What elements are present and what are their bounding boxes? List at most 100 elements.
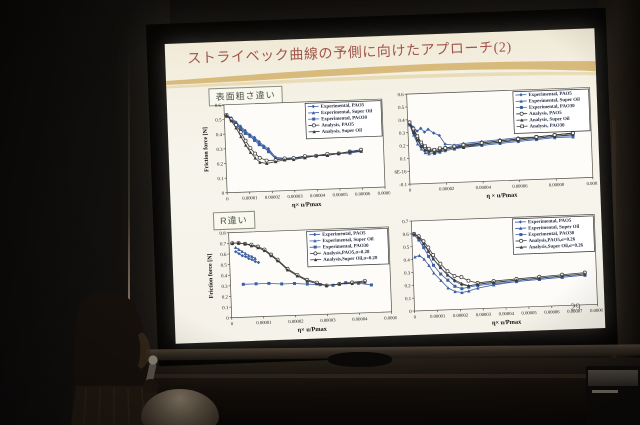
x-axis: 0 0.00002 0.00004 0.00006 0.00008 0.0001 η × u… xyxy=(409,177,600,200)
svg-text:0: 0 xyxy=(414,315,417,320)
y-axis: 0 0.1 0.2 0.3 0.4 0.5 0.6 0.7 0.8 Friction force … xyxy=(207,232,232,322)
svg-text:0: 0 xyxy=(409,310,412,315)
series-Analysis,Super Oil,σ=0.28 xyxy=(230,241,367,288)
svg-text:0.00003: 0.00003 xyxy=(476,313,492,319)
svg-text:0.6: 0.6 xyxy=(403,233,410,238)
legend-entry: Analysis, PAO30 xyxy=(530,123,566,129)
svg-text:0.6: 0.6 xyxy=(215,104,222,109)
svg-text:0: 0 xyxy=(231,322,234,327)
legend-entry: Experimental, PAO5 xyxy=(322,231,366,238)
svg-text:0: 0 xyxy=(409,189,412,194)
svg-text:0.00002: 0.00002 xyxy=(265,195,281,201)
svg-text:0.00007: 0.00007 xyxy=(378,191,391,197)
x-axis: 0 0.00001 0.00002 0.00003 0.00004 0.00005 0.00… xyxy=(226,186,394,209)
series-Analysis, PAO30 xyxy=(407,120,575,152)
x-axis-label: η × u/Pmax xyxy=(486,192,518,200)
presenter-face xyxy=(138,332,151,369)
title-swoosh-decoration xyxy=(166,61,597,89)
svg-text:0.00005: 0.00005 xyxy=(521,311,537,317)
presenter xyxy=(71,292,161,425)
svg-text:0.3: 0.3 xyxy=(221,285,228,290)
svg-text:0.6: 0.6 xyxy=(220,253,227,258)
svg-text:0.7: 0.7 xyxy=(402,220,409,225)
wall-corner-highlight xyxy=(128,50,130,350)
svg-text:0.3: 0.3 xyxy=(404,271,411,276)
desk-edge xyxy=(150,374,640,378)
y-axis-label: Friction force [N] xyxy=(203,127,211,172)
svg-text:0.00003: 0.00003 xyxy=(320,318,336,324)
svg-text:0.00008: 0.00008 xyxy=(590,308,603,314)
x-axis: 0 0.00001 0.00002 0.00003 0.00004 0.00005 η× u… xyxy=(231,311,400,334)
svg-text:0: 0 xyxy=(226,317,229,322)
svg-text:0.00001: 0.00001 xyxy=(430,314,446,320)
equipment-console xyxy=(586,366,640,425)
svg-text:0.00004: 0.00004 xyxy=(476,186,492,192)
svg-text:0: 0 xyxy=(222,192,225,197)
series-Analysis,PAO5,σ=0.26 xyxy=(412,231,587,285)
svg-text:0.2: 0.2 xyxy=(404,284,411,289)
svg-text:0.00006: 0.00006 xyxy=(544,310,560,316)
legend-entry: Analysis,PAO5,σ=0.28 xyxy=(323,250,370,257)
svg-text:0.2: 0.2 xyxy=(399,144,406,149)
legend-entry: Experimental, PAO30 xyxy=(528,231,575,238)
presentation-slide: ストライベック曲線の予側に向けたアプローチ(2) 表面粗さ違い R違い 0 0.1… xyxy=(164,28,606,344)
stribeck-chart-bottom-right: 0 0.1 0.2 0.3 0.4 0.5 0.6 0.7 0 0.00001 0.00002 0.0… xyxy=(391,211,606,331)
svg-text:0.5: 0.5 xyxy=(403,246,410,251)
legend-entry: Experimental, PAO5 xyxy=(528,92,572,99)
svg-text:0.1: 0.1 xyxy=(400,157,407,162)
presenter-shirt xyxy=(71,386,160,425)
stribeck-chart-top-left: 0 0.1 0.2 0.3 0.4 0.5 0.6 Friction force [N] 0 0.… xyxy=(199,96,394,213)
legend-entry: Analysis,PAO5,σ=0.26 xyxy=(529,237,576,244)
svg-text:0.00005: 0.00005 xyxy=(384,316,397,322)
svg-text:0.00002: 0.00002 xyxy=(288,320,304,326)
legend-entry: Analysis, PAO5 xyxy=(529,111,562,117)
y-axis: 0 0.1 0.2 0.3 0.4 0.5 0.6 Friction force [N] xyxy=(203,104,228,197)
x-axis-label: η× u/Pmax xyxy=(297,326,327,334)
svg-text:0.00007: 0.00007 xyxy=(567,309,583,315)
svg-text:0.00006: 0.00006 xyxy=(512,184,528,190)
legend-entry: Analysis, Super Oil xyxy=(322,128,363,134)
svg-text:0.8: 0.8 xyxy=(219,232,226,237)
stribeck-chart-bottom-left: 0 0.1 0.2 0.3 0.4 0.5 0.6 0.7 0.8 Friction force … xyxy=(204,224,400,338)
svg-text:0.2: 0.2 xyxy=(222,295,229,300)
series-Experimental, PAO5 xyxy=(234,249,261,265)
svg-text:0.2: 0.2 xyxy=(217,162,224,167)
svg-text:0.3: 0.3 xyxy=(399,132,406,137)
svg-text:0.00003: 0.00003 xyxy=(287,195,303,201)
chart-svg-top-left: 0 0.1 0.2 0.3 0.4 0.5 0.6 Friction force [N] 0 0.… xyxy=(203,98,394,209)
svg-text:0.4: 0.4 xyxy=(216,133,223,138)
svg-text:0.3: 0.3 xyxy=(216,148,223,153)
svg-text:0.00006: 0.00006 xyxy=(355,192,371,198)
equipment-top-panel xyxy=(588,370,638,386)
series-Experimental, Super Oil xyxy=(233,245,257,260)
svg-text:6E-16: 6E-16 xyxy=(394,170,407,175)
svg-text:0.7: 0.7 xyxy=(220,242,227,247)
x-axis-label: η× u/Pmax xyxy=(292,201,322,209)
svg-text:0.1: 0.1 xyxy=(222,306,229,311)
legend-entry: Analysis, PAO5 xyxy=(321,122,354,128)
legend-entry: Analysis,Super Oil,σ=0.28 xyxy=(323,256,378,263)
chart-svg-bottom-right: 0 0.1 0.2 0.3 0.4 0.5 0.6 0.7 0 0.00001 0.00002 0.0… xyxy=(402,213,606,327)
legend-entry: Experimental, Super Oil xyxy=(529,98,581,105)
svg-text:0.00001: 0.00001 xyxy=(256,321,272,327)
legend-entry: Analysis, Super Oil xyxy=(529,117,570,123)
svg-text:0.5: 0.5 xyxy=(398,106,405,111)
svg-text:-0.1: -0.1 xyxy=(399,183,407,188)
legend-entry: Experimental, PAO5 xyxy=(528,219,572,226)
microphone-head xyxy=(148,355,158,365)
x-axis-label: η× u/Pmax xyxy=(492,319,522,327)
y-axis-label: Friction force [N] xyxy=(207,253,215,298)
stribeck-chart-top-right: -0.1 6E-16 0.1 0.2 0.3 0.4 0.5 0.6 0 0.00002 0.000… xyxy=(387,84,600,204)
svg-text:0: 0 xyxy=(226,197,229,202)
svg-text:0.00004: 0.00004 xyxy=(310,194,326,200)
svg-text:0.00004: 0.00004 xyxy=(499,312,515,318)
svg-text:0.4: 0.4 xyxy=(404,258,411,263)
object-on-tray xyxy=(328,352,392,367)
svg-text:0.5: 0.5 xyxy=(215,118,222,123)
legend-entry: Experimental, Super Oil xyxy=(528,225,580,232)
legend-entry: Experimental, Super Oil xyxy=(321,109,373,116)
